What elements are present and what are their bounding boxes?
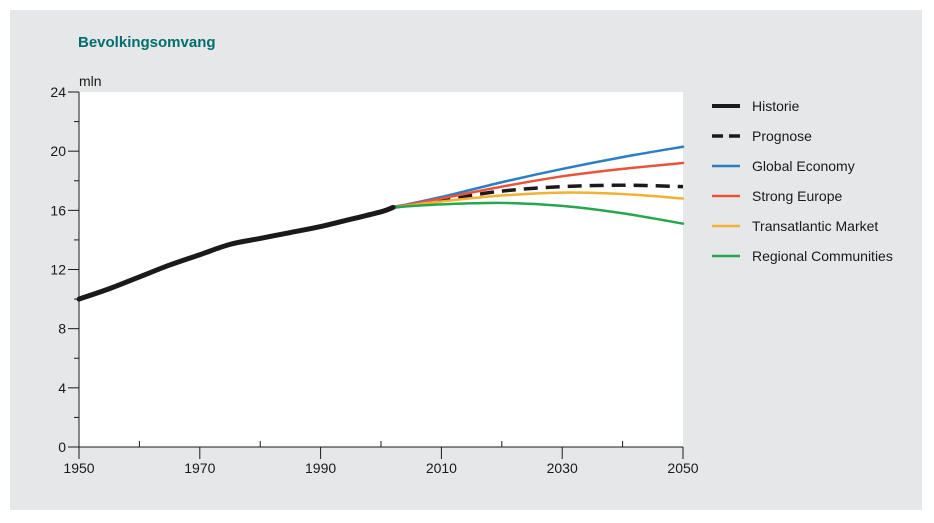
series-group	[76, 145, 685, 302]
x-tick-label: 2010	[426, 460, 457, 476]
legend: Historie Prognose Global Economy Strong Eur…	[712, 98, 893, 264]
plot-area	[79, 92, 683, 447]
series-line-strong-europe	[391, 161, 685, 209]
x-tick-label: 2050	[667, 460, 698, 476]
chart-title: Bevolkingsomvang	[78, 34, 216, 51]
x-tick-label: 1970	[184, 460, 215, 476]
legend-label-transatlantic-market: Transatlantic Market	[752, 218, 878, 234]
legend-label-global-economy: Global Economy	[752, 158, 855, 174]
legend-label-prognose: Prognose	[752, 128, 812, 144]
series-line-global-economy	[391, 145, 685, 209]
legend-label-historie: Historie	[752, 98, 800, 114]
y-tick-label: 0	[58, 439, 66, 455]
series-line-prognose	[392, 183, 684, 210]
y-unit-label: mln	[79, 73, 102, 89]
series-line-regional-communities	[391, 201, 685, 225]
y-tick-label: 16	[50, 202, 66, 218]
y-tick-label: 20	[50, 143, 66, 159]
x-tick-label: 2030	[547, 460, 578, 476]
series-line-transatlantic-market	[391, 191, 685, 209]
axes-group: 0 4 8 12 16 20 24 1950 1970 1990 2010 2030 2050	[50, 84, 698, 476]
y-tick-label: 8	[58, 321, 66, 337]
x-tick-label: 1990	[305, 460, 336, 476]
y-tick-label: 12	[50, 262, 66, 278]
legend-label-regional-communities: Regional Communities	[752, 248, 893, 264]
x-tick-label: 1950	[63, 460, 94, 476]
legend-label-strong-europe: Strong Europe	[752, 188, 842, 204]
y-tick-label: 24	[50, 84, 66, 100]
series-line-historie	[76, 204, 396, 302]
y-tick-label: 4	[58, 380, 66, 396]
